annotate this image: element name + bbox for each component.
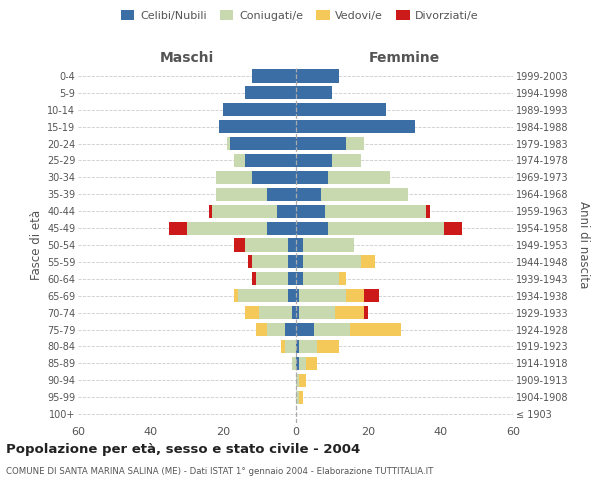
- Bar: [296, 238, 303, 252]
- Bar: [307, 356, 317, 370]
- Text: COMUNE DI SANTA MARINA SALINA (ME) - Dati ISTAT 1° gennaio 2004 - Elaborazione T: COMUNE DI SANTA MARINA SALINA (ME) - Dat…: [6, 468, 433, 476]
- Bar: [288, 238, 296, 252]
- Bar: [296, 256, 303, 268]
- Bar: [288, 289, 296, 302]
- Bar: [296, 272, 303, 285]
- Bar: [339, 272, 346, 285]
- Text: Femmine: Femmine: [368, 51, 440, 65]
- Bar: [299, 390, 303, 404]
- Bar: [234, 154, 245, 167]
- Bar: [220, 120, 296, 134]
- Bar: [238, 289, 288, 302]
- Bar: [317, 340, 339, 353]
- Y-axis label: Fasce di età: Fasce di età: [29, 210, 43, 280]
- Bar: [426, 204, 430, 218]
- Bar: [288, 256, 296, 268]
- Bar: [325, 204, 426, 218]
- Bar: [266, 222, 296, 234]
- Bar: [248, 256, 252, 268]
- Bar: [346, 289, 364, 302]
- Bar: [252, 256, 288, 268]
- Bar: [296, 188, 321, 201]
- Bar: [296, 222, 328, 234]
- Bar: [361, 256, 375, 268]
- Bar: [335, 306, 364, 319]
- Bar: [252, 272, 256, 285]
- Bar: [296, 154, 332, 167]
- Bar: [234, 289, 238, 302]
- Bar: [266, 188, 296, 201]
- Bar: [364, 306, 368, 319]
- Bar: [350, 323, 401, 336]
- Bar: [303, 238, 353, 252]
- Bar: [292, 356, 296, 370]
- Bar: [212, 204, 277, 218]
- Bar: [284, 340, 296, 353]
- Bar: [299, 289, 346, 302]
- Bar: [281, 340, 284, 353]
- Bar: [299, 374, 307, 387]
- Bar: [296, 70, 339, 82]
- Bar: [296, 120, 415, 134]
- Bar: [328, 222, 444, 234]
- Bar: [277, 204, 296, 218]
- Bar: [303, 272, 339, 285]
- Bar: [256, 323, 266, 336]
- Bar: [296, 306, 299, 319]
- Bar: [444, 222, 462, 234]
- Bar: [292, 306, 296, 319]
- Bar: [364, 289, 379, 302]
- Bar: [299, 306, 335, 319]
- Y-axis label: Anni di nascita: Anni di nascita: [577, 202, 590, 288]
- Bar: [288, 272, 296, 285]
- Bar: [245, 154, 296, 167]
- Bar: [346, 137, 364, 150]
- Bar: [223, 103, 296, 117]
- Bar: [314, 323, 350, 336]
- Bar: [296, 374, 299, 387]
- Bar: [216, 188, 266, 201]
- Text: Maschi: Maschi: [160, 51, 214, 65]
- Bar: [328, 171, 390, 184]
- Bar: [296, 204, 325, 218]
- Bar: [284, 323, 296, 336]
- Bar: [227, 137, 230, 150]
- Bar: [245, 86, 296, 100]
- Bar: [332, 154, 361, 167]
- Bar: [299, 340, 317, 353]
- Bar: [303, 256, 361, 268]
- Legend: Celibi/Nubili, Coniugati/e, Vedovi/e, Divorziati/e: Celibi/Nubili, Coniugati/e, Vedovi/e, Di…: [117, 6, 483, 25]
- Bar: [256, 272, 288, 285]
- Bar: [296, 390, 299, 404]
- Bar: [209, 204, 212, 218]
- Bar: [296, 86, 332, 100]
- Bar: [245, 238, 288, 252]
- Bar: [234, 238, 245, 252]
- Bar: [296, 103, 386, 117]
- Bar: [296, 171, 328, 184]
- Bar: [230, 137, 296, 150]
- Bar: [296, 289, 299, 302]
- Bar: [259, 306, 292, 319]
- Bar: [296, 137, 346, 150]
- Bar: [296, 340, 299, 353]
- Text: Popolazione per età, sesso e stato civile - 2004: Popolazione per età, sesso e stato civil…: [6, 442, 360, 456]
- Bar: [252, 70, 296, 82]
- Bar: [216, 171, 252, 184]
- Bar: [187, 222, 266, 234]
- Bar: [169, 222, 187, 234]
- Bar: [321, 188, 408, 201]
- Bar: [252, 171, 296, 184]
- Bar: [266, 323, 284, 336]
- Bar: [299, 356, 307, 370]
- Bar: [245, 306, 259, 319]
- Bar: [296, 356, 299, 370]
- Bar: [296, 323, 314, 336]
